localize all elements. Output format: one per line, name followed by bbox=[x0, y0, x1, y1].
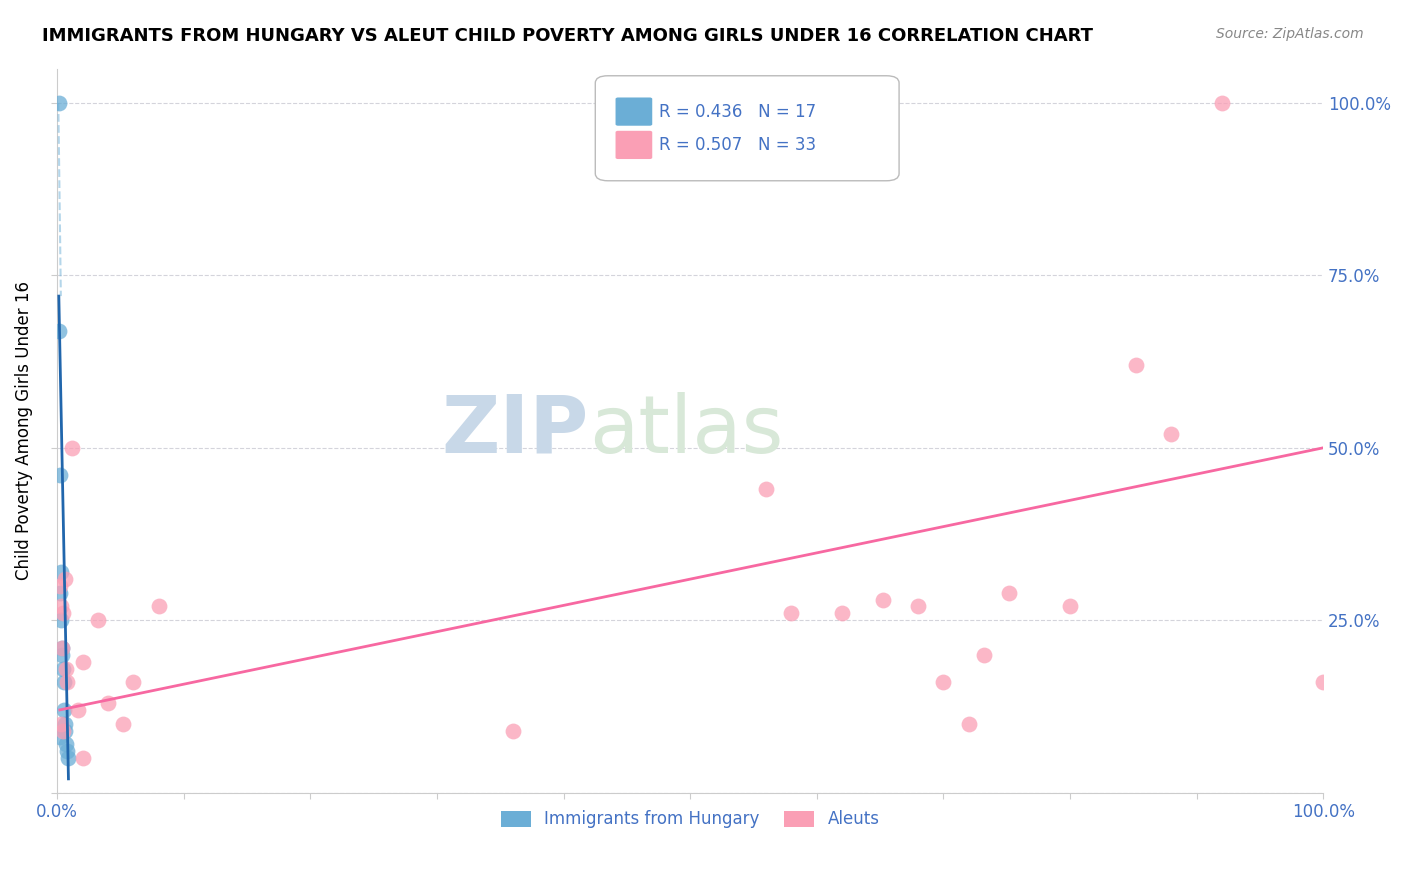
Point bbox=[55, 661, 77, 675]
Point bbox=[51, 640, 73, 655]
Text: ZIP: ZIP bbox=[441, 392, 589, 469]
Point bbox=[148, 599, 170, 614]
FancyBboxPatch shape bbox=[616, 97, 652, 126]
Text: R = 0.436   N = 17: R = 0.436 N = 17 bbox=[658, 103, 815, 121]
Point bbox=[502, 723, 524, 738]
Point bbox=[97, 696, 120, 710]
Point bbox=[52, 607, 75, 621]
Point bbox=[49, 731, 72, 745]
Point bbox=[831, 607, 853, 621]
Point bbox=[48, 324, 70, 338]
Point bbox=[1312, 675, 1334, 690]
Point bbox=[56, 744, 79, 758]
Point bbox=[52, 675, 75, 690]
Point bbox=[51, 648, 73, 662]
FancyBboxPatch shape bbox=[595, 76, 898, 181]
Point bbox=[1125, 358, 1147, 372]
Point bbox=[49, 579, 72, 593]
Point bbox=[973, 648, 995, 662]
Text: R = 0.507   N = 33: R = 0.507 N = 33 bbox=[658, 136, 815, 154]
Point bbox=[51, 565, 73, 579]
Point bbox=[53, 716, 76, 731]
Point bbox=[72, 751, 94, 765]
Y-axis label: Child Poverty Among Girls Under 16: Child Poverty Among Girls Under 16 bbox=[15, 281, 32, 580]
FancyBboxPatch shape bbox=[616, 131, 652, 159]
Point bbox=[49, 599, 72, 614]
Point bbox=[112, 716, 135, 731]
Point bbox=[51, 613, 73, 627]
Text: Source: ZipAtlas.com: Source: ZipAtlas.com bbox=[1216, 27, 1364, 41]
Legend: Immigrants from Hungary, Aleuts: Immigrants from Hungary, Aleuts bbox=[494, 804, 886, 835]
Point bbox=[72, 655, 94, 669]
Point bbox=[49, 468, 72, 483]
Point bbox=[1160, 427, 1182, 442]
Point bbox=[55, 738, 77, 752]
Point bbox=[51, 640, 73, 655]
Point bbox=[56, 675, 79, 690]
Point bbox=[932, 675, 955, 690]
Point bbox=[62, 441, 84, 455]
Point bbox=[52, 703, 75, 717]
Point bbox=[55, 723, 77, 738]
Point bbox=[51, 716, 73, 731]
Point bbox=[87, 613, 110, 627]
Point bbox=[122, 675, 145, 690]
Point bbox=[1211, 95, 1233, 110]
Point bbox=[53, 572, 76, 586]
Point bbox=[66, 703, 89, 717]
Point bbox=[957, 716, 980, 731]
Point bbox=[49, 585, 72, 599]
Point bbox=[1059, 599, 1081, 614]
Point bbox=[52, 661, 75, 675]
Point bbox=[998, 585, 1021, 599]
Point bbox=[755, 482, 778, 496]
Point bbox=[58, 751, 80, 765]
Point bbox=[780, 607, 803, 621]
Text: atlas: atlas bbox=[589, 392, 783, 469]
Text: IMMIGRANTS FROM HUNGARY VS ALEUT CHILD POVERTY AMONG GIRLS UNDER 16 CORRELATION : IMMIGRANTS FROM HUNGARY VS ALEUT CHILD P… bbox=[42, 27, 1094, 45]
Point bbox=[872, 592, 894, 607]
Point bbox=[907, 599, 929, 614]
Point bbox=[48, 95, 70, 110]
Point bbox=[52, 723, 75, 738]
